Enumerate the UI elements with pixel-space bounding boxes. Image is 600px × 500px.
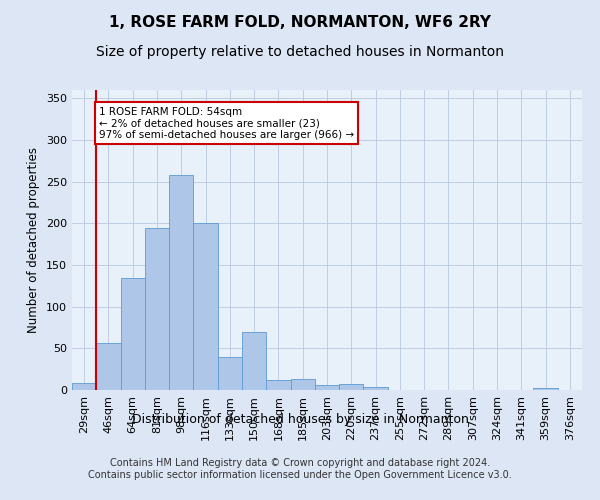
Text: 1 ROSE FARM FOLD: 54sqm
← 2% of detached houses are smaller (23)
97% of semi-det: 1 ROSE FARM FOLD: 54sqm ← 2% of detached… bbox=[99, 106, 354, 140]
Text: 1, ROSE FARM FOLD, NORMANTON, WF6 2RY: 1, ROSE FARM FOLD, NORMANTON, WF6 2RY bbox=[109, 15, 491, 30]
Bar bbox=[193, 224, 218, 390]
Bar bbox=[96, 342, 121, 390]
Bar bbox=[290, 379, 315, 390]
Bar bbox=[72, 382, 96, 390]
Bar bbox=[266, 380, 290, 390]
Bar bbox=[364, 386, 388, 390]
Bar bbox=[242, 332, 266, 390]
Bar bbox=[315, 385, 339, 390]
Text: Size of property relative to detached houses in Normanton: Size of property relative to detached ho… bbox=[96, 45, 504, 59]
Bar bbox=[145, 228, 169, 390]
Bar bbox=[218, 356, 242, 390]
Bar bbox=[533, 388, 558, 390]
Bar bbox=[339, 384, 364, 390]
Bar bbox=[169, 175, 193, 390]
Bar bbox=[121, 278, 145, 390]
Y-axis label: Number of detached properties: Number of detached properties bbox=[28, 147, 40, 333]
Text: Distribution of detached houses by size in Normanton: Distribution of detached houses by size … bbox=[131, 412, 469, 426]
Text: Contains HM Land Registry data © Crown copyright and database right 2024.
Contai: Contains HM Land Registry data © Crown c… bbox=[88, 458, 512, 480]
